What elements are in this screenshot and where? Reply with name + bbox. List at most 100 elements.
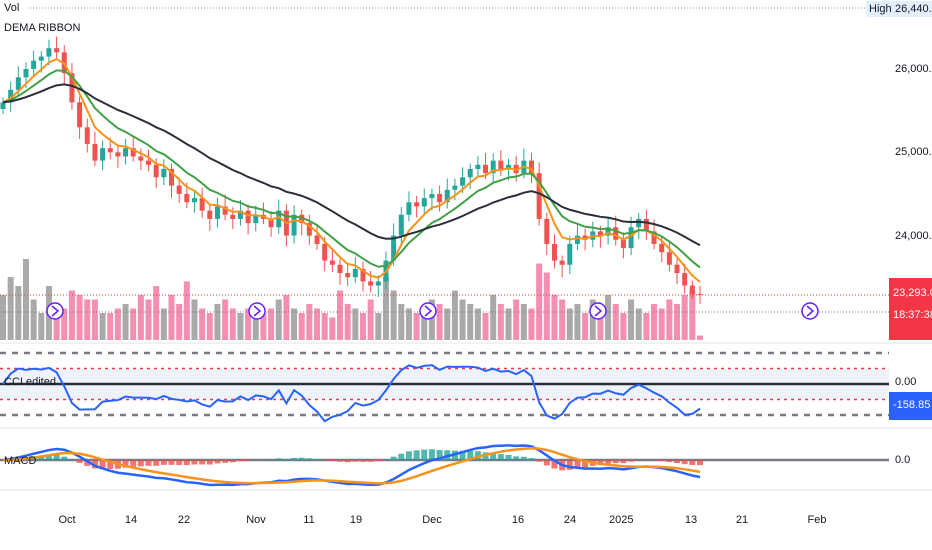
candle-body <box>299 214 305 224</box>
macd-histogram-bar <box>229 460 236 463</box>
volume-bar <box>474 308 481 340</box>
volume-bar <box>375 313 382 340</box>
volume-bar <box>428 299 435 340</box>
volume-bar <box>260 313 267 340</box>
macd-histogram-bar <box>490 452 497 460</box>
volume-bar <box>689 290 696 340</box>
macd-histogram-bar <box>191 460 198 465</box>
volume-bar <box>191 299 198 340</box>
volume-bar <box>436 304 443 340</box>
candle-body <box>69 73 75 103</box>
volume-bar <box>114 308 121 340</box>
volume-bar <box>237 313 244 340</box>
price-tick: 25,000.0 <box>895 146 932 158</box>
legend-macd[interactable]: MACD <box>4 455 37 467</box>
x-axis-tick: 11 <box>303 514 315 526</box>
macd-histogram-bar <box>145 460 152 466</box>
candle-body <box>92 143 98 161</box>
volume-bar <box>337 290 344 340</box>
candle-body <box>306 223 312 236</box>
macd-histogram-bar <box>421 449 428 460</box>
volume-bar <box>53 304 60 340</box>
volume-bar <box>252 304 259 340</box>
event-arrow-icon <box>594 305 603 317</box>
candle-body <box>329 260 335 265</box>
macd-histogram-bar <box>566 460 573 470</box>
volume-bar <box>137 295 144 340</box>
volume-bar <box>275 299 282 340</box>
x-axis-tick: Feb <box>807 514 827 526</box>
candle-body <box>467 168 473 178</box>
macd-histogram-bar <box>574 460 581 469</box>
legend-vol[interactable]: Vol <box>4 2 20 14</box>
candle-body <box>153 164 159 178</box>
candle-body <box>628 227 634 249</box>
candle-body <box>498 160 504 169</box>
volume-bar <box>628 299 635 340</box>
candle-body <box>253 214 259 224</box>
volume-bar <box>15 286 22 340</box>
legend-cci[interactable]: CCI edited <box>4 376 56 388</box>
countdown: 18:37:38 <box>893 309 932 321</box>
candle-body <box>8 89 14 103</box>
macd-histogram-bar <box>497 454 504 460</box>
macd-histogram-bar <box>137 460 144 467</box>
legend-dema-ribbon[interactable]: DEMA RIBBON <box>4 22 81 34</box>
volume-bar <box>505 308 512 340</box>
candle-body <box>421 198 427 207</box>
volume-bar <box>84 299 91 340</box>
macd-histogram-bar <box>183 460 190 466</box>
macd-histogram-bar <box>597 460 604 465</box>
macd-histogram-bar <box>237 460 244 462</box>
candle-body <box>636 218 642 228</box>
volume-bar <box>444 308 451 340</box>
macd-histogram-bar <box>168 460 175 465</box>
macd-histogram-bar <box>298 457 305 460</box>
candle-body <box>490 160 496 174</box>
macd-histogram-bar <box>697 460 703 466</box>
price-tick: 26,000.0 <box>895 63 932 75</box>
candle-body <box>337 264 343 274</box>
candle-body <box>375 281 381 286</box>
macd-histogram-bar <box>160 460 167 465</box>
volume-bar <box>536 263 543 340</box>
volume-bar <box>145 299 152 340</box>
candle-body <box>214 206 220 219</box>
volume-bar <box>681 295 688 340</box>
candle-body <box>191 198 197 203</box>
volume-bar <box>589 299 596 340</box>
x-axis-tick: 24 <box>563 514 577 526</box>
last-price: 23,293.0 <box>893 287 932 299</box>
candle-body <box>352 268 358 278</box>
x-axis-tick: 21 <box>735 514 749 526</box>
volume-bar <box>206 313 213 340</box>
cci-value: -158.85 <box>893 399 931 411</box>
macd-histogram-bar <box>107 460 114 469</box>
candle-body <box>659 243 665 253</box>
volume-bar <box>291 308 298 340</box>
volume-bar <box>497 304 504 340</box>
price-tick: 24,000.0 <box>895 230 932 242</box>
volume-bar <box>612 304 619 340</box>
high-label: High <box>866 1 895 17</box>
candle-body <box>138 156 144 161</box>
candle-body <box>176 185 182 194</box>
macd-histogram-bar <box>99 460 106 469</box>
candle-body <box>528 160 534 174</box>
macd-histogram-bar <box>551 460 558 469</box>
macd-histogram-bar <box>605 460 612 464</box>
event-arrow-icon <box>51 305 60 317</box>
macd-histogram-bar <box>375 460 382 462</box>
volume-bar <box>597 308 604 340</box>
volume-bar <box>245 308 252 340</box>
macd-histogram-bar <box>176 460 183 465</box>
event-icon <box>46 302 64 320</box>
macd-histogram-bar <box>337 460 344 462</box>
volume-bar <box>183 281 190 340</box>
candle-body <box>130 148 136 157</box>
macd-histogram-bar <box>620 460 627 464</box>
macd-histogram-bar <box>245 460 252 461</box>
macd-histogram-bar <box>268 459 275 460</box>
volume-bar <box>566 308 573 340</box>
